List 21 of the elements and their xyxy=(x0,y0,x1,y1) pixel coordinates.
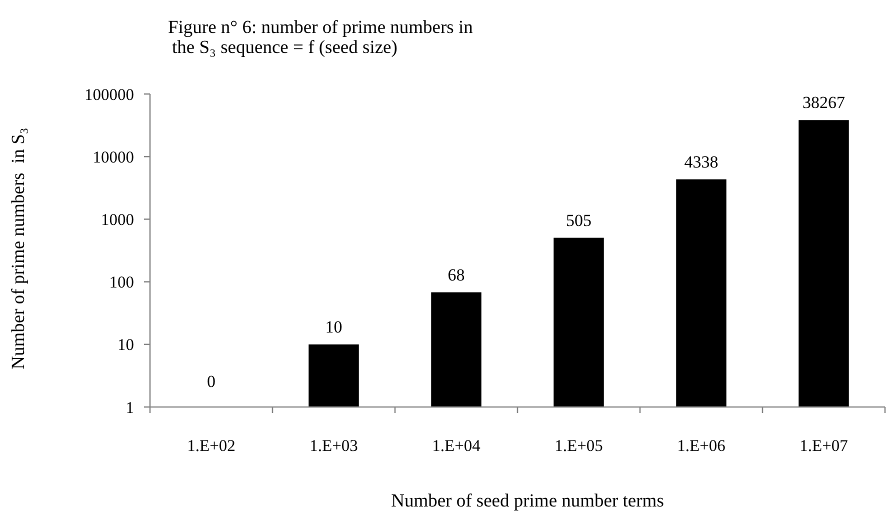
chart-title: Figure n° 6: number of prime numbers in the S₃ sequence = f (seed size) xyxy=(168,18,473,58)
x-tick-label: 1.E+02 xyxy=(187,436,236,455)
y-tick-label: 10000 xyxy=(92,147,134,166)
y-tick-label: 1 xyxy=(126,398,134,417)
y-tick-label: 10 xyxy=(118,335,134,354)
x-tick-label: 1.E+04 xyxy=(432,436,480,455)
data-label: 68 xyxy=(448,265,465,284)
data-label: 38267 xyxy=(802,93,846,112)
y-axis-title: Number of prime numbers in S₃ xyxy=(9,128,29,370)
data-label: 4338 xyxy=(684,152,718,172)
y-tick-label: 100 xyxy=(109,272,134,292)
x-axis-title: Number of seed prime number terms xyxy=(391,491,664,512)
data-label: 505 xyxy=(566,210,592,230)
x-tick-label: 1.E+07 xyxy=(800,436,848,455)
x-tick-label: 1.E+03 xyxy=(310,436,358,455)
x-tick-label: 1.E+05 xyxy=(554,436,603,455)
x-tick-label: 1.E+06 xyxy=(677,436,726,455)
y-tick-label: 1000 xyxy=(101,210,134,229)
text: 0 xyxy=(207,372,216,391)
data-label: 10 xyxy=(325,317,342,336)
y-tick-label: 100000 xyxy=(84,84,134,104)
